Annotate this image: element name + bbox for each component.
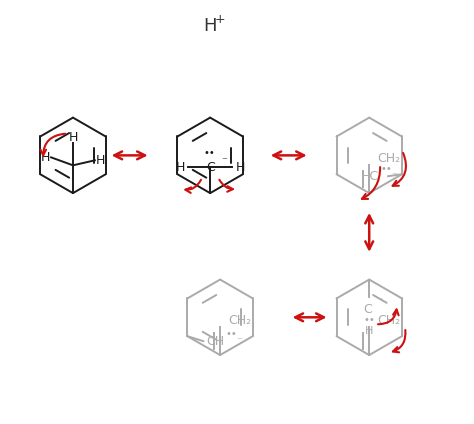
- Text: ⁻: ⁻: [376, 296, 382, 307]
- Text: H: H: [365, 326, 374, 336]
- Text: H: H: [40, 151, 50, 164]
- Text: C: C: [206, 161, 215, 174]
- Text: C: C: [363, 303, 372, 316]
- Text: H: H: [235, 161, 245, 174]
- Text: H: H: [68, 131, 78, 144]
- Text: HC: HC: [361, 170, 379, 183]
- Text: ••: ••: [225, 329, 237, 339]
- Text: CH: CH: [206, 335, 224, 348]
- Text: ••: ••: [203, 148, 215, 159]
- Text: ⁻: ⁻: [391, 171, 397, 181]
- Text: H: H: [96, 154, 106, 167]
- Text: H: H: [203, 17, 217, 35]
- Text: +: +: [215, 13, 226, 26]
- Text: CH₂: CH₂: [377, 314, 401, 327]
- Text: ⁻: ⁻: [236, 336, 242, 346]
- Text: H: H: [176, 161, 185, 174]
- Text: CH₂: CH₂: [228, 314, 251, 327]
- Text: ••: ••: [364, 315, 375, 325]
- Text: ••: ••: [380, 164, 392, 174]
- Text: ⁻: ⁻: [221, 156, 227, 166]
- Text: CH₂: CH₂: [377, 152, 401, 165]
